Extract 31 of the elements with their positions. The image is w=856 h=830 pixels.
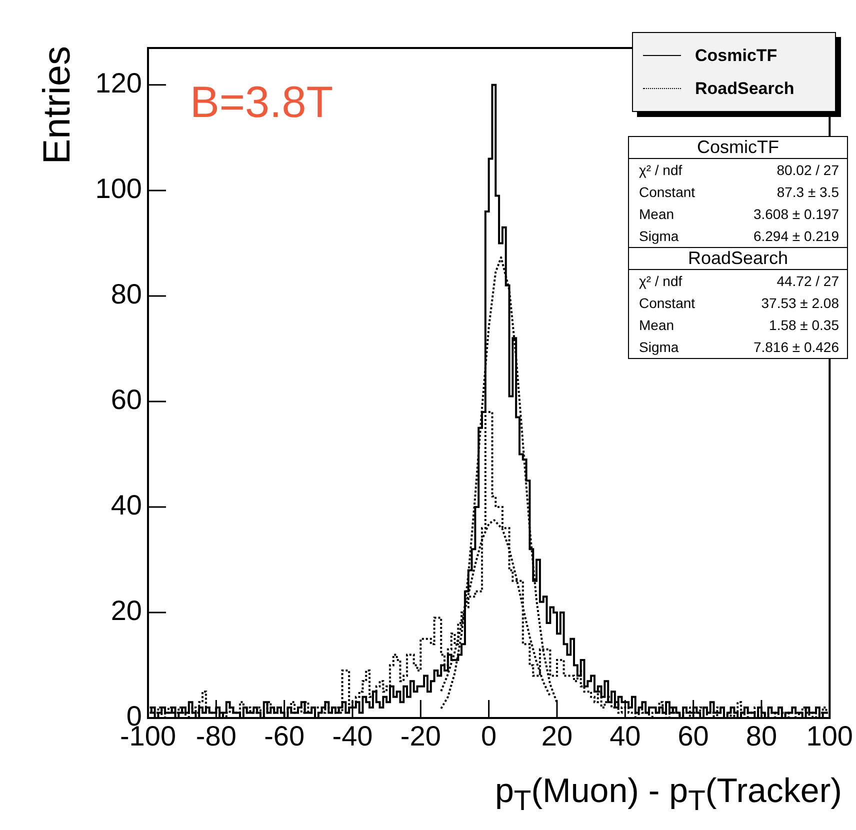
y-axis-title: Entries	[36, 46, 79, 164]
y-tick-label: 40	[110, 490, 142, 521]
text: Constant 87.3 ± 3.5	[639, 184, 839, 200]
text: Constant 37.53 ± 2.08	[639, 295, 839, 311]
text: Mean 3.608 ± 0.197	[639, 206, 839, 222]
x-tick-label: -40	[332, 720, 373, 752]
y-tick-label: 60	[110, 384, 142, 416]
x-tick-label: -20	[400, 720, 441, 752]
x-axis-title: p$_{T}$(Muon) - p$_{T}$(Tracker)	[495, 772, 842, 818]
x-tick-label: -60	[264, 720, 305, 752]
text: Sigma 7.816 ± 0.426	[639, 339, 839, 355]
x-tick-label: 100	[806, 720, 853, 752]
x-tick-label: 80	[746, 720, 778, 752]
annotation: CosmicTF	[629, 137, 847, 159]
annotation: B=3.8T	[190, 78, 334, 128]
annotation: RoadSearch	[629, 247, 847, 270]
x-tick-label: -80	[196, 720, 236, 752]
y-tick-label: 20	[110, 595, 142, 626]
x-tick-label: 60	[678, 720, 709, 752]
y-tick-label: 120	[95, 68, 142, 99]
legend-label: CosmicTF	[695, 46, 778, 66]
text: Mean 1.58 ± 0.35	[639, 317, 839, 333]
text: Sigma 6.294 ± 0.219	[639, 228, 839, 244]
legend-label: RoadSearch	[695, 78, 794, 98]
y-tick-label: 80	[110, 278, 142, 310]
x-tick-label: 20	[541, 720, 573, 752]
x-tick-label: 0	[481, 720, 497, 752]
text: χ² / ndf 44.72 / 27	[639, 273, 839, 289]
y-tick-label: 100	[95, 173, 142, 204]
text: χ² / ndf 80.02 / 27	[639, 162, 839, 178]
x-tick-label: 40	[610, 720, 641, 752]
